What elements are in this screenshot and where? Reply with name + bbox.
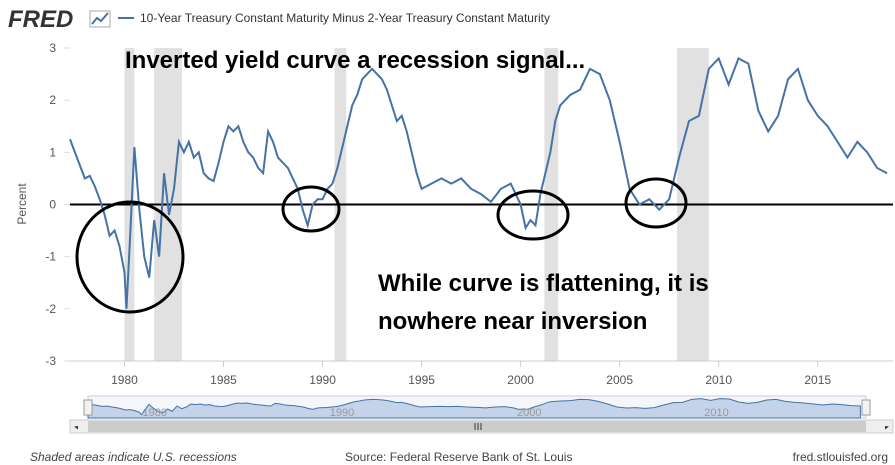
logo-icon [89, 10, 111, 28]
y-tick-label: -3 [45, 354, 56, 368]
navigator-tick-label: 1990 [330, 407, 354, 419]
navigator-tick-label: 2000 [517, 407, 541, 419]
y-tick-label: 1 [49, 145, 56, 159]
x-tick-label: 1995 [408, 373, 435, 387]
y-tick-label: -1 [45, 250, 56, 264]
x-tick-label: 1990 [309, 373, 336, 387]
annotation: Inverted yield curve a recession signal.… [125, 47, 585, 74]
footer-note: Shaded areas indicate U.S. recessions [30, 450, 237, 464]
footer-site[interactable]: fred.stlouisfed.org [793, 450, 888, 464]
x-tick-label: 1980 [111, 373, 138, 387]
x-tick-label: 2000 [507, 373, 534, 387]
y-axis-label: Percent [15, 183, 29, 225]
y-tick-label: 3 [49, 41, 56, 55]
navigator-tick-label: 1980 [142, 407, 166, 419]
plot-area: -3 -2 -1 0 1 2 3 1980 1985 1990 1995 2000 2005 2010 20… [45, 41, 893, 387]
navigator-tick-label: 2010 [704, 407, 728, 419]
series-line [69, 56, 888, 309]
annotation-circles [75, 177, 688, 314]
annotation: While curve is flattening, it is [378, 270, 709, 297]
y-tick-label: -2 [45, 302, 56, 316]
y-tick-label: 0 [49, 198, 56, 212]
navigator-area [87, 398, 861, 419]
navigator[interactable]: 1980 1990 2000 2010 [83, 395, 871, 419]
x-tick-label: 1985 [210, 373, 237, 387]
x-tick-label: 2005 [606, 373, 633, 387]
footer-source: Source: Federal Reserve Bank of St. Loui… [345, 450, 572, 464]
navigator-handle[interactable] [861, 399, 871, 416]
logo: FRED [8, 6, 73, 33]
x-tick-label: 2015 [804, 373, 831, 387]
y-tick-label: 2 [49, 93, 56, 107]
x-tick-label: 2010 [705, 373, 732, 387]
annotation: nowhere near inversion [378, 308, 647, 335]
navigator-handle[interactable] [83, 399, 93, 416]
legend-label[interactable]: 10-Year Treasury Constant Maturity Minus… [140, 11, 550, 25]
scrollbar[interactable] [69, 419, 894, 434]
